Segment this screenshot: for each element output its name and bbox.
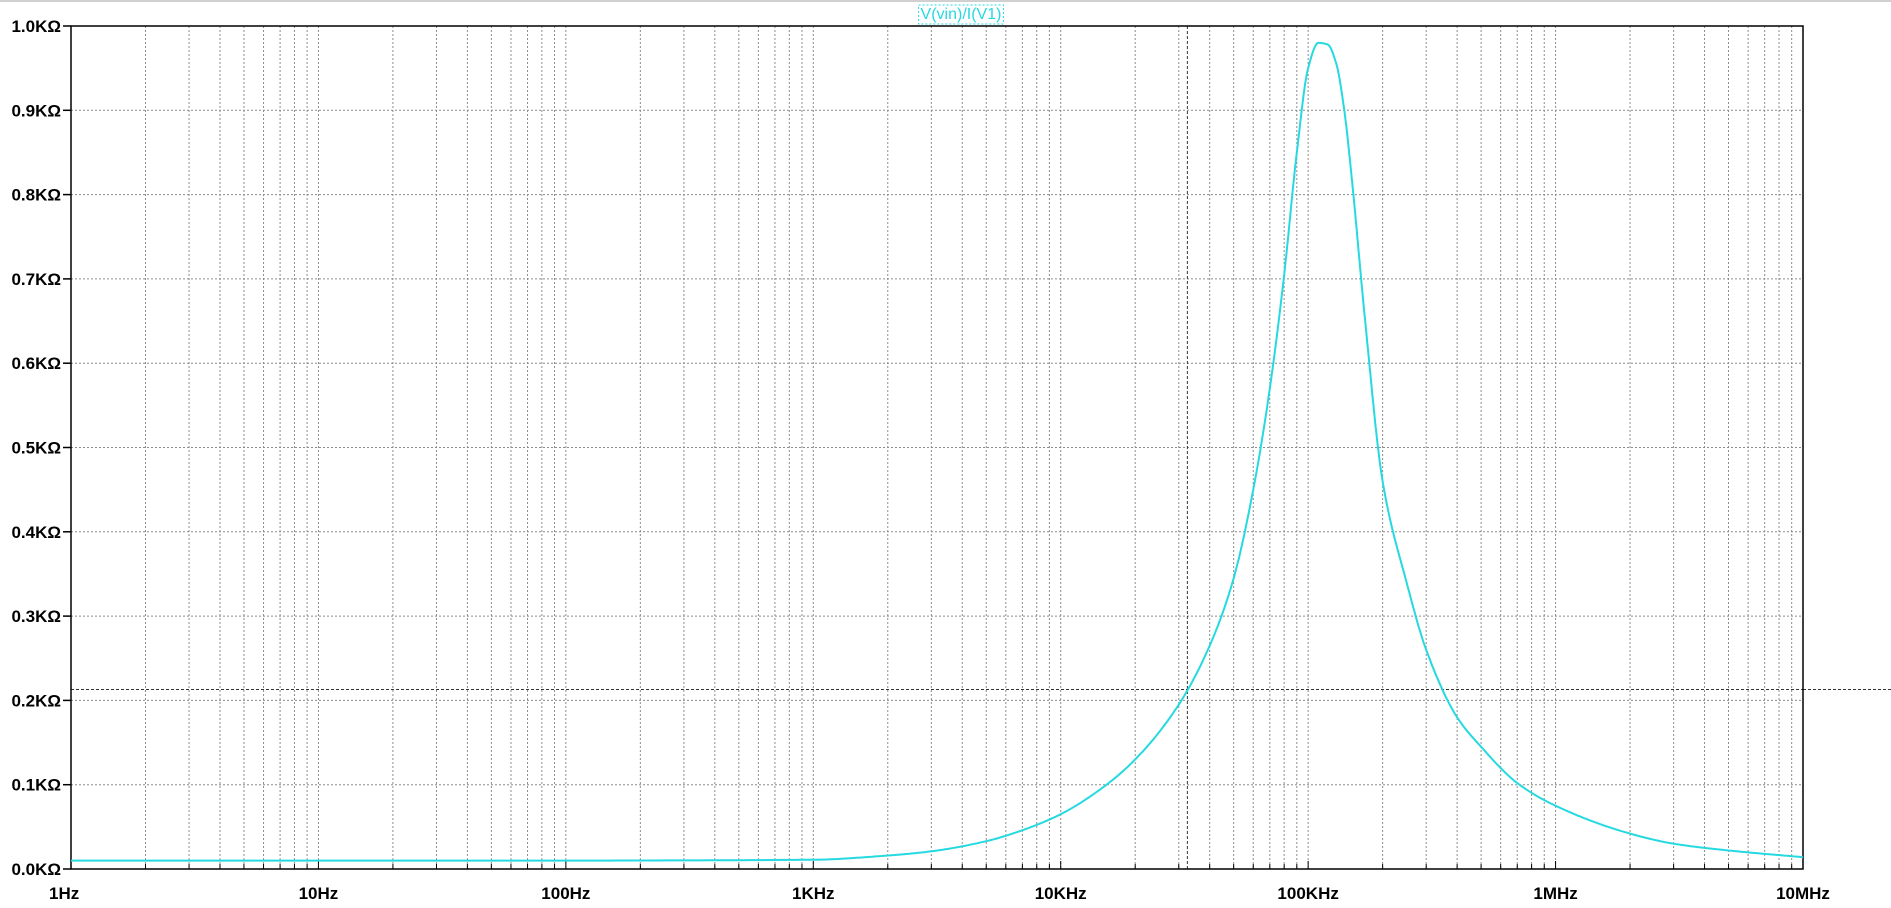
x-tick-label: 10Hz: [299, 884, 339, 903]
y-tick-label: 0.3KΩ: [11, 607, 61, 626]
x-axis-labels: 1Hz 10Hz 100Hz 1KHz 10KHz 100KHz 1MHz 10MHz: [49, 884, 1830, 903]
x-tick-label: 100KHz: [1277, 884, 1338, 903]
cursor-layer: [71, 26, 1891, 869]
x-tick-label: 100Hz: [541, 884, 590, 903]
y-axis-labels: 0.0KΩ 0.1KΩ 0.2KΩ 0.3KΩ 0.4KΩ 0.5KΩ 0.6KΩ 0.7KΩ…: [11, 17, 61, 879]
y-tick-label: 0.2KΩ: [11, 691, 61, 710]
x-tick-label: 1KHz: [792, 884, 835, 903]
y-tick-label: 0.6KΩ: [11, 354, 61, 373]
trace-label[interactable]: V(vin)/I(V1): [921, 6, 1002, 23]
x-tick-label: 10KHz: [1035, 884, 1087, 903]
y-tick-label: 0.4KΩ: [11, 523, 61, 542]
y-tick-label: 0.0KΩ: [11, 860, 61, 879]
x-tick-label: 1Hz: [49, 884, 79, 903]
y-tick-label: 1.0KΩ: [11, 17, 61, 36]
y-tick-label: 0.7KΩ: [11, 270, 61, 289]
trace-v-vin-over-i-v1[interactable]: [71, 41, 1804, 862]
y-tick-label: 0.5KΩ: [11, 439, 61, 458]
x-tick-label: 1MHz: [1533, 884, 1577, 903]
y-tick-label: 0.9KΩ: [11, 101, 61, 120]
grid-layer: [71, 26, 1803, 869]
x-tick-label: 10MHz: [1776, 884, 1830, 903]
tick-layer: [63, 25, 1793, 870]
y-tick-label: 0.1KΩ: [11, 776, 61, 795]
y-tick-label: 0.8KΩ: [11, 186, 61, 205]
